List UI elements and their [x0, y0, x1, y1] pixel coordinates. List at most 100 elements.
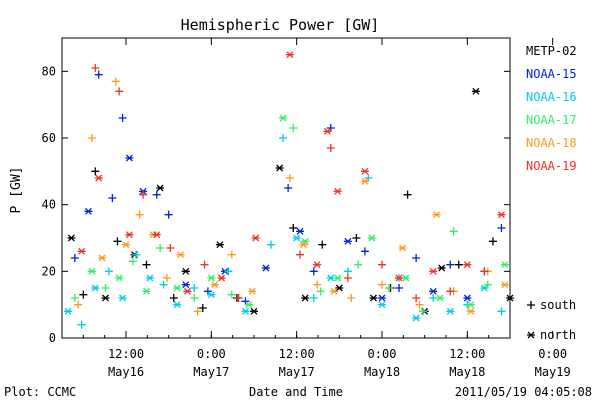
footer-timestamp: 2011/05/19 04:05:08 — [455, 385, 592, 399]
data-point-south — [446, 287, 455, 296]
data-point-south — [488, 237, 497, 246]
data-point-north — [446, 307, 455, 315]
data-point-south — [87, 134, 96, 142]
data-point-south — [384, 284, 393, 292]
data-point-south — [79, 290, 88, 299]
data-point-north — [250, 307, 258, 315]
data-point-south — [313, 280, 322, 289]
data-point-south — [415, 300, 424, 309]
data-point-north — [248, 287, 257, 295]
data-point-north — [401, 274, 410, 282]
data-point-south — [142, 260, 151, 269]
data-point-north — [360, 167, 369, 175]
data-point-north — [173, 284, 182, 292]
data-point-south — [309, 267, 318, 276]
data-point-south — [227, 250, 236, 259]
data-point-south — [152, 190, 161, 199]
data-point-south — [318, 240, 327, 249]
data-point-south — [446, 260, 455, 269]
data-point-south — [132, 250, 141, 259]
data-point-north — [275, 164, 284, 172]
data-point-north — [466, 301, 475, 309]
x-tick-label-date: May19 — [535, 365, 571, 379]
footer-credit: Plot: CCMC — [4, 385, 76, 399]
data-point-north — [285, 51, 294, 59]
data-point-south — [77, 320, 86, 329]
data-point-north — [84, 207, 93, 215]
data-point-north — [378, 294, 386, 302]
data-point-north — [101, 294, 110, 302]
y-axis-label: P [GW] — [9, 167, 24, 214]
data-point-north — [333, 187, 342, 195]
data-point-north — [299, 241, 308, 249]
data-point-north — [261, 264, 270, 272]
data-point-north — [500, 281, 509, 289]
data-point-north — [367, 234, 376, 242]
data-point-north — [145, 274, 154, 282]
data-point-north — [118, 294, 127, 302]
data-point-north — [432, 211, 441, 219]
data-point-north — [360, 177, 369, 185]
data-point-south — [483, 280, 492, 289]
data-point-north — [181, 267, 190, 275]
data-point-south — [135, 210, 144, 219]
data-point-south — [104, 267, 113, 276]
x-tick-label-time: 0:00 — [197, 347, 226, 361]
series-metp-02 — [67, 87, 514, 315]
data-point-north — [125, 154, 134, 162]
data-point-north — [152, 231, 161, 239]
data-point-south — [190, 284, 199, 292]
data-point-south — [118, 114, 127, 122]
data-point-south — [360, 247, 369, 256]
data-point-south — [111, 77, 120, 86]
data-point-south — [403, 190, 412, 199]
data-point-south — [309, 294, 318, 302]
data-point-north — [115, 274, 124, 282]
data-point-south — [164, 210, 173, 219]
x-tick-label-time: 12:00 — [108, 347, 144, 361]
data-point-north — [480, 284, 489, 292]
data-point-north — [125, 231, 134, 239]
data-point-south — [418, 307, 427, 316]
data-point-south — [326, 124, 335, 132]
legend-entry: NOAA-17 — [526, 113, 577, 127]
x-tick-label-date: May17 — [279, 365, 315, 379]
data-point-north — [437, 264, 446, 272]
data-point-south — [70, 254, 79, 262]
data-point-north — [292, 234, 301, 242]
data-point-south — [412, 294, 421, 302]
data-point-north — [301, 237, 310, 245]
data-point-south — [289, 124, 298, 132]
data-point-south — [193, 307, 202, 316]
data-point-north — [395, 274, 404, 282]
legend-entry: NOAA-16 — [526, 90, 577, 104]
data-point-south — [395, 284, 404, 292]
data-point-north — [313, 261, 322, 269]
data-point-north — [463, 261, 472, 269]
marker-legend-label: south — [540, 298, 576, 312]
y-tick-label: 40 — [42, 198, 56, 212]
data-point-south — [108, 194, 117, 202]
data-point-south — [70, 294, 79, 302]
data-point-south — [480, 267, 489, 276]
data-point-south — [241, 297, 250, 306]
x-tick-label-date: May17 — [193, 365, 229, 379]
data-point-north — [251, 234, 260, 242]
data-point-north — [244, 301, 253, 309]
data-point-south — [412, 254, 421, 262]
data-point-north — [326, 274, 335, 282]
data-point-north — [217, 274, 226, 282]
data-point-north — [429, 287, 438, 295]
data-point-south — [527, 301, 535, 309]
y-tick-label: 60 — [42, 131, 56, 145]
data-point-south — [449, 227, 458, 236]
data-point-south — [224, 267, 233, 276]
data-point-north — [343, 237, 352, 245]
data-point-north — [241, 307, 250, 315]
series-noaa-18 — [74, 77, 509, 316]
data-point-south — [115, 87, 124, 96]
data-point-north — [378, 301, 386, 309]
data-point-south — [352, 234, 361, 242]
marker-legend: south north — [527, 298, 576, 342]
data-point-south — [354, 260, 363, 269]
